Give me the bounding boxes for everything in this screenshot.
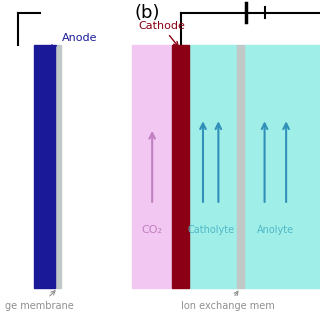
Text: Catholyte: Catholyte — [187, 225, 234, 236]
Text: Anolyte: Anolyte — [257, 225, 294, 236]
Bar — [237, 45, 244, 288]
Bar — [55, 45, 61, 288]
Text: (b): (b) — [135, 4, 160, 22]
Bar — [244, 45, 320, 288]
Bar — [189, 45, 237, 288]
Text: Cathode: Cathode — [138, 20, 185, 46]
Bar — [34, 45, 55, 288]
Bar — [132, 45, 174, 288]
Text: Anode: Anode — [49, 33, 98, 49]
Text: CO₂: CO₂ — [142, 225, 163, 236]
Text: ge membrane: ge membrane — [5, 291, 74, 311]
Bar — [172, 45, 189, 288]
Text: Ion exchange mem: Ion exchange mem — [181, 291, 275, 311]
